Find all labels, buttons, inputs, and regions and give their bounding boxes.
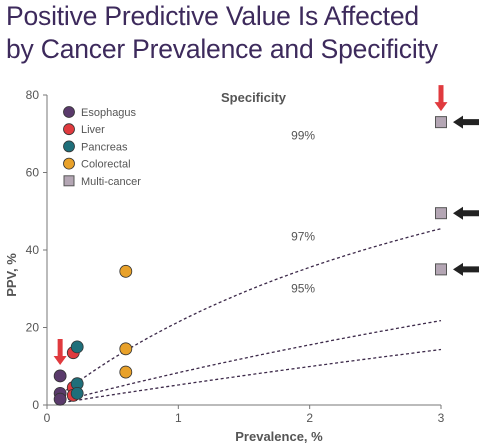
- y-tick-label: 0: [32, 398, 39, 412]
- y-tick-label: 20: [26, 321, 40, 335]
- y-tick-label: 40: [26, 243, 40, 257]
- title-line-1: Positive Predictive Value Is Affected: [6, 1, 419, 31]
- curve-99: [57, 228, 442, 398]
- legend: Specificity Esophagus Liver Pancreas Colorec…: [63, 90, 287, 188]
- x-axis-label: Prevalence, %: [235, 429, 323, 444]
- point-multi-cancer: [435, 207, 447, 220]
- point-pancreas: [70, 386, 84, 400]
- x-tick-label: 1: [175, 411, 182, 425]
- legend-marker: [63, 175, 75, 187]
- legend-marker: [63, 140, 75, 153]
- legend-label: Liver: [81, 124, 105, 136]
- red-arrow-icon: [53, 338, 67, 365]
- curve-label-97: 97%: [291, 229, 315, 243]
- page-title: Positive Predictive Value Is Affected by…: [6, 0, 476, 66]
- legend-marker: [63, 123, 75, 136]
- y-tick-label: 60: [26, 166, 40, 180]
- point-multi-cancer: [435, 263, 447, 276]
- point-pancreas: [70, 340, 84, 354]
- point-esophagus: [53, 392, 67, 406]
- legend-label: Colorectal: [81, 159, 131, 171]
- black-arrow-icon: [453, 115, 479, 129]
- legend-label: Pancreas: [81, 141, 128, 153]
- x-tick-label: 3: [438, 411, 445, 425]
- point-colorectal: [119, 264, 133, 278]
- point-colorectal: [119, 342, 133, 356]
- legend-marker: [63, 157, 75, 170]
- black-arrow-icon: [453, 206, 479, 220]
- black-arrow-icon: [453, 262, 479, 276]
- point-esophagus: [53, 369, 67, 383]
- data-points: [53, 116, 447, 406]
- title-line-2: by Cancer Prevalence and Specificity: [6, 34, 438, 64]
- curve-label-95: 95%: [291, 282, 315, 296]
- curve-95: [57, 348, 442, 404]
- x-tick-label: 0: [44, 411, 51, 425]
- point-colorectal: [119, 365, 133, 379]
- y-tick-label: 80: [26, 88, 40, 102]
- legend-marker: [63, 106, 75, 118]
- red-arrow-icon: [434, 85, 448, 112]
- arrow-annotations: [53, 85, 479, 365]
- x-tick-label: 2: [306, 411, 313, 425]
- legend-label: Esophagus: [81, 107, 137, 119]
- curve-label-99: 99%: [291, 129, 315, 143]
- legend-label: Multi-cancer: [81, 176, 141, 188]
- y-axis-label: PPV, %: [4, 253, 19, 297]
- legend-title: Specificity: [221, 90, 287, 105]
- curve-97: [57, 319, 442, 403]
- axes: 0 1 2 3 0 20 40 60 80 Prevalence, % PPV, %: [4, 88, 445, 444]
- point-multi-cancer: [435, 116, 447, 129]
